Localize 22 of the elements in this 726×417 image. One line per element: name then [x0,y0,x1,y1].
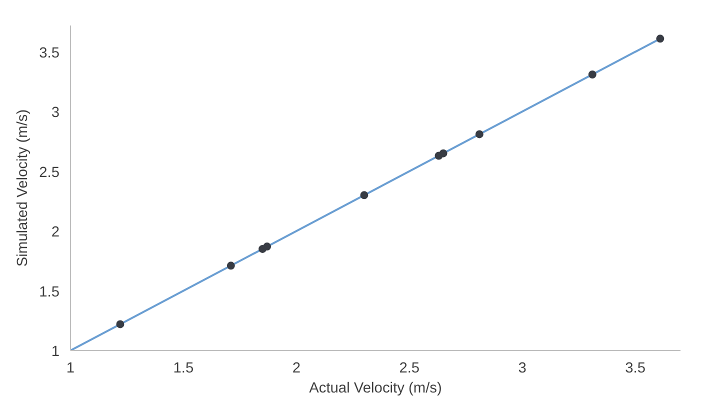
point [475,130,484,138]
x-tick-label: 1.5 [173,360,194,376]
x-tick-label: 3 [518,360,526,376]
x-tick-label: 3.5 [625,360,646,376]
point [588,70,596,78]
point [226,262,235,270]
x-tick-label: 1 [66,360,75,376]
x-tick-label: 2 [292,360,301,376]
point [360,191,368,200]
point [263,242,272,251]
point [116,320,124,328]
y-axis-title: Simulated Velocity (m/s) [15,109,32,267]
y-tick-label: 3 [51,105,60,122]
y-tick-label: 2.5 [39,164,60,181]
y-tick-label: 1.5 [39,284,60,300]
x-tick-label: 2.5 [399,360,420,376]
y-tick-label: 1 [51,344,60,360]
y-tick-label: 3.5 [39,45,60,62]
x-axis-title: Actual Velocity (m/s) [309,380,442,396]
point [439,149,448,158]
point [656,34,664,43]
y-tick-label: 2 [51,224,60,241]
